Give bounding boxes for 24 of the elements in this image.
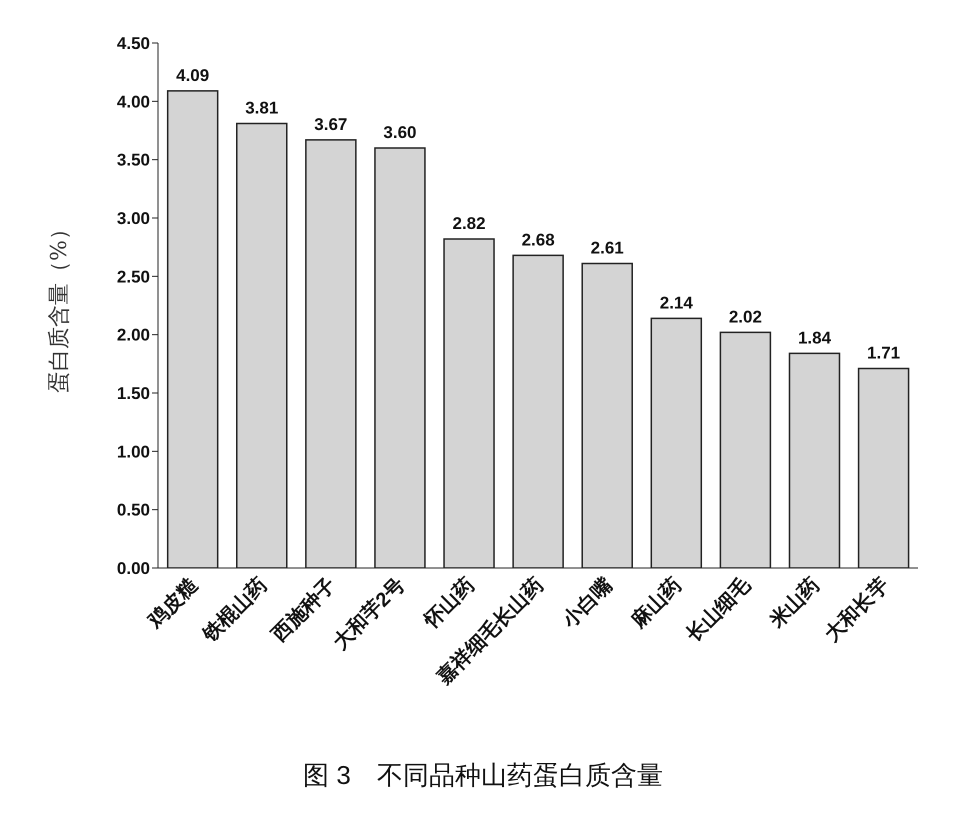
data-label: 3.60 — [383, 123, 416, 142]
x-tick-label: 小白嘴 — [558, 574, 617, 633]
y-tick-label: 4.00 — [116, 92, 150, 112]
y-axis-title: 蛋白质含量（%） — [46, 218, 72, 393]
y-tick-label: 3.50 — [116, 150, 150, 170]
data-label: 2.14 — [660, 293, 694, 312]
data-label: 2.68 — [522, 230, 555, 250]
y-tick-label: 1.00 — [116, 442, 150, 462]
y-tick-label: 2.00 — [116, 326, 150, 345]
y-tick-label: 3.00 — [116, 209, 150, 228]
text: 图 3 不同品种山药蛋白质含量 — [302, 759, 664, 792]
data-label: 3.67 — [314, 114, 348, 134]
y-tick-label: 1.50 — [116, 384, 150, 404]
data-label: 2.02 — [728, 307, 762, 326]
data-label: 1.71 — [867, 344, 900, 362]
x-tick-label: 怀山药 — [419, 574, 478, 634]
y-tick-label: 2.50 — [116, 267, 150, 286]
y-tick-label: 4.50 — [116, 34, 150, 54]
data-label: 4.09 — [176, 66, 210, 85]
data-label: 2.82 — [452, 214, 486, 233]
data-label: 1.84 — [798, 328, 832, 348]
y-tick-label: 0.50 — [116, 500, 150, 520]
data-label: 3.81 — [245, 98, 278, 118]
data-label: 2.61 — [590, 238, 624, 258]
